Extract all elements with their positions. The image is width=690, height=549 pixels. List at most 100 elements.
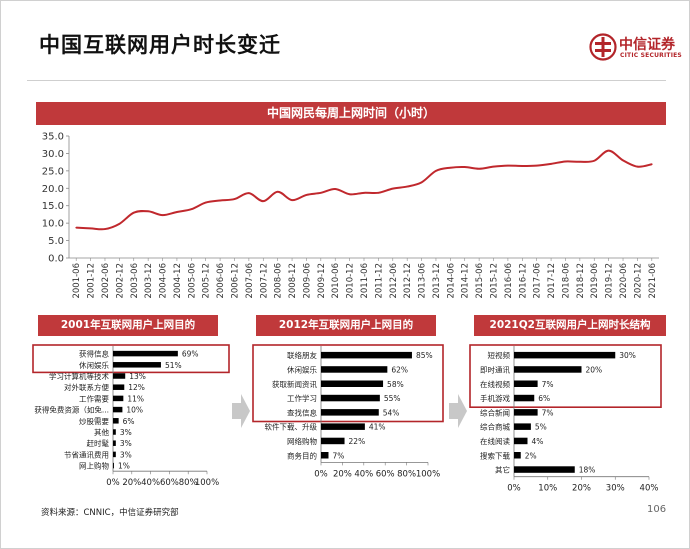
bar (321, 437, 345, 445)
panel-2001-bar-chart: 获得信息 69% 休闲娱乐 51% 学习计算机等技术 13% 对外联系方便 12% 工作需要 11… (32, 344, 230, 488)
arrow-right-icon (449, 394, 467, 428)
data-point (492, 165, 495, 168)
bar (514, 366, 582, 373)
category-label: 休闲娱乐 (79, 360, 109, 370)
data-point (622, 159, 624, 162)
arrow-right-icon (232, 394, 250, 428)
value-label: 22% (349, 437, 366, 446)
category-label: 其它 (495, 465, 510, 475)
x-tick-label: 2015-12 (490, 263, 500, 299)
highlight-box (252, 344, 444, 423)
x-tick-label: 0% (314, 469, 328, 479)
data-point (305, 194, 308, 196)
x-tick-label: 20% (333, 469, 352, 479)
bar (514, 423, 531, 430)
x-tick-label: 2004-06 (159, 263, 169, 299)
bar (113, 406, 123, 413)
category-label: 学习计算机等技术 (49, 371, 109, 381)
value-label: 12% (128, 383, 145, 392)
data-point (535, 164, 538, 167)
x-tick-label: 60% (160, 478, 179, 488)
category-label: 商务目的 (287, 450, 317, 460)
x-tick-label: 2002-12 (115, 263, 125, 299)
x-tick-label: 2007-12 (259, 263, 269, 299)
category-label: 在线视频 (480, 379, 510, 389)
data-point (449, 166, 452, 169)
bar (321, 423, 365, 430)
x-tick-label: 20% (572, 484, 591, 494)
value-label: 11% (127, 394, 144, 403)
x-tick-label: 2019-12 (605, 263, 615, 299)
category-label: 在线阅读 (480, 436, 510, 446)
x-tick-label: 2013-06 (418, 263, 428, 299)
category-label: 综合新闻 (480, 407, 510, 417)
y-tick-label: 5.0 (48, 236, 64, 247)
x-tick-label: 2005-06 (187, 263, 197, 299)
page-title: 中国互联网用户时长变迁 (39, 33, 281, 57)
x-tick-label: 2020-12 (633, 263, 643, 299)
value-label: 3% (120, 450, 132, 459)
category-label: 手机游戏 (480, 393, 510, 403)
bar (321, 409, 379, 416)
data-point (564, 160, 567, 163)
data-point (176, 211, 178, 213)
bar (113, 451, 116, 458)
data-point (219, 199, 221, 202)
data-point (118, 223, 121, 225)
x-tick-label: 100% (195, 478, 219, 488)
panel-2021-bar-chart: 短视频 30% 即时通讯 20% 在线视频 7% 手机游戏 6% 综合新闻 7% 综合商城 5% 在线阅… (469, 344, 662, 494)
x-tick-label: 2012-06 (389, 263, 399, 299)
value-label: 30% (619, 351, 636, 360)
data-point (636, 165, 639, 168)
bar (321, 366, 388, 373)
x-tick-label: 2003-12 (144, 263, 154, 299)
bar (514, 351, 616, 359)
bar (113, 462, 114, 469)
value-label: 41% (369, 423, 386, 432)
data-point (89, 227, 92, 230)
x-tick-label: 80% (179, 478, 198, 488)
x-tick-label: 2015-06 (475, 263, 485, 299)
data-point (348, 193, 351, 196)
value-label: 1% (118, 462, 130, 471)
data-point (607, 149, 610, 152)
bar (321, 351, 412, 359)
value-label: 7% (542, 408, 554, 417)
x-tick-label: 2012-12 (403, 263, 413, 299)
panel-2021-title: 2021Q2互联网用户上网时长结构 (474, 315, 666, 336)
x-tick-label: 2004-12 (173, 263, 183, 299)
x-tick-label: 20% (122, 478, 141, 488)
category-label: 软件下载、升级 (265, 422, 318, 432)
panel-2012-title: 2012年互联网用户上网目的 (256, 315, 436, 336)
category-label: 短视频 (488, 350, 511, 360)
x-tick-label: 2011-06 (360, 263, 370, 299)
data-point (190, 208, 193, 210)
bar (113, 350, 178, 357)
x-tick-label: 2010-12 (346, 263, 356, 299)
bar (113, 384, 125, 390)
line-chart-title: 中国网民每周上网时间（小时） (36, 102, 666, 125)
value-label: 54% (383, 408, 400, 417)
x-tick-label: 2003-06 (130, 263, 140, 299)
highlight-box (32, 344, 230, 374)
category-label: 搜索下载 (480, 450, 510, 460)
bar (113, 362, 161, 368)
x-tick-label: 2001-06 (72, 263, 82, 299)
y-tick-label: 35.0 (42, 132, 64, 143)
data-point (406, 185, 408, 188)
value-label: 13% (129, 372, 146, 381)
data-point (420, 181, 423, 184)
bar (514, 409, 538, 416)
value-label: 4% (532, 437, 544, 446)
source-note: 资料来源：CNNIC，中信证券研究部 (41, 508, 179, 518)
bar (514, 466, 575, 473)
x-tick-label: 2010-06 (331, 263, 341, 299)
page-number: 106 (647, 504, 667, 515)
category-label: 赶时髦 (87, 438, 110, 448)
x-tick-label: 2014-06 (446, 263, 456, 299)
category-label: 对外联系方便 (64, 382, 109, 392)
category-label: 节省通讯费用 (64, 449, 109, 459)
data-point (521, 165, 524, 167)
x-tick-label: 2007-06 (245, 263, 255, 299)
